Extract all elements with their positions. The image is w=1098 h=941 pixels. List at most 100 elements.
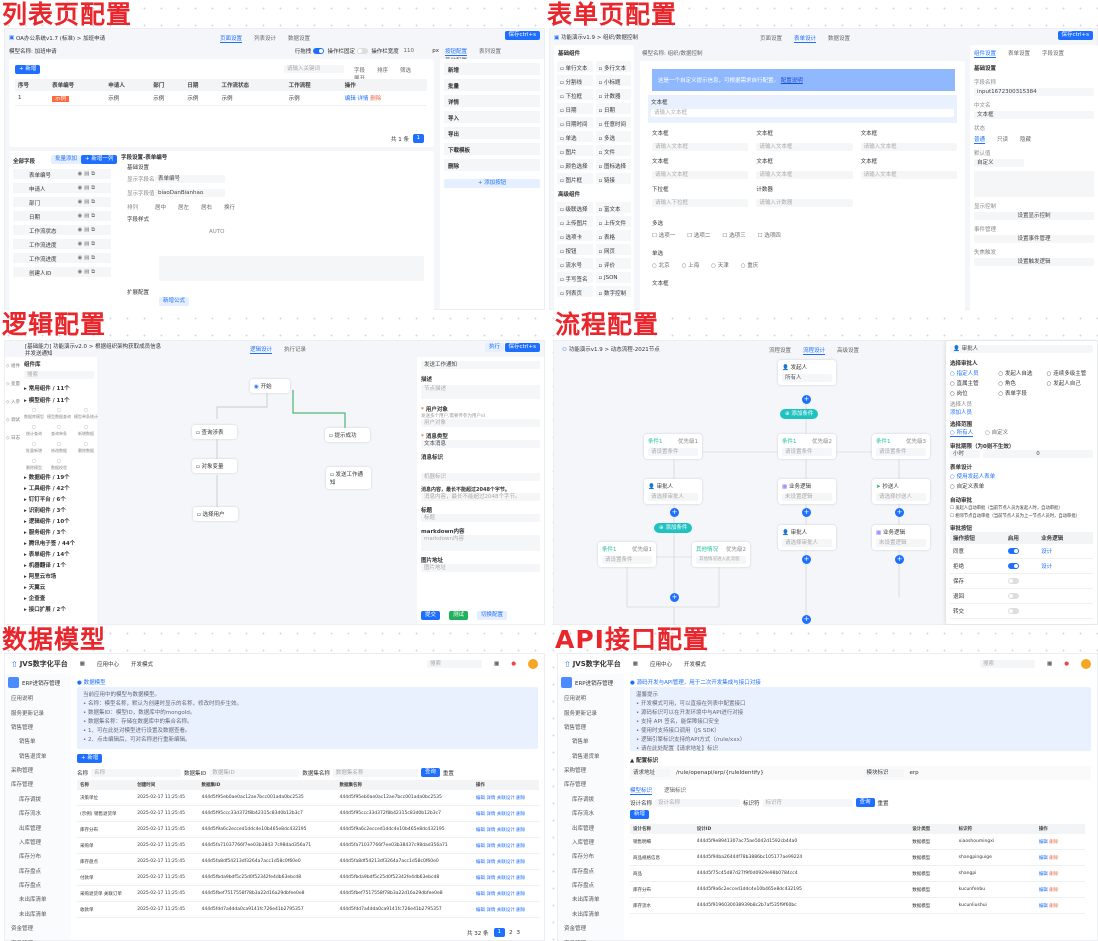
tab[interactable]: 数据设置 bbox=[828, 36, 851, 42]
component-item[interactable]: ▫ 图片框 bbox=[557, 173, 593, 184]
approver-type-option[interactable]: ○ 发起人自选 bbox=[998, 371, 1033, 377]
request-url[interactable]: /rule/openapi/erp/{ruleIdentify} bbox=[676, 770, 764, 776]
image-url-input[interactable]: 图片地址 bbox=[421, 564, 540, 572]
approver-type-option[interactable]: ○ 直属主管 bbox=[950, 381, 979, 387]
add-node-button[interactable]: + bbox=[802, 555, 811, 564]
edit-link[interactable]: 编辑 bbox=[1038, 839, 1048, 845]
sidebar-item[interactable]: 销售退货单 bbox=[19, 753, 47, 760]
breadcrumb[interactable]: [基础能力] 功能演示v2.0 > 根据组织架构获取成员信息并发送通知 bbox=[25, 344, 162, 357]
query-button[interactable]: 查询 bbox=[855, 798, 875, 807]
component-item[interactable]: ▫ 任意时间 bbox=[595, 117, 631, 128]
row-action[interactable]: 删除 bbox=[516, 843, 526, 849]
page-button[interactable]: 3 bbox=[516, 929, 521, 936]
avatar[interactable] bbox=[1081, 659, 1091, 669]
field-item[interactable]: 工作流进度 ◉ ▤ ⧉ bbox=[13, 239, 111, 249]
field-item[interactable]: 工作流进度 ◉ ▤ ⧉ bbox=[13, 253, 111, 263]
sidebar-item[interactable]: 库存管理 bbox=[564, 782, 587, 789]
search-input[interactable]: 请输入关键词 bbox=[284, 65, 344, 73]
group-item[interactable]: ▸ 表单组件 / 14个 bbox=[24, 551, 70, 558]
tab[interactable]: 执行记录 bbox=[284, 347, 307, 353]
field-action-icons[interactable]: ◉ ▤ ⧉ bbox=[77, 213, 95, 219]
add-user-button[interactable]: 添加人员 bbox=[950, 410, 973, 416]
sidebar-item[interactable]: 采购管理 bbox=[11, 768, 34, 775]
unit-select[interactable]: 小时 bbox=[950, 450, 980, 458]
range-option[interactable]: ○ 所有人 bbox=[950, 430, 974, 437]
query-button[interactable]: 查询 bbox=[420, 768, 440, 777]
limit-input[interactable]: 0 bbox=[983, 450, 1093, 458]
display-name-select[interactable]: 表单编号 bbox=[155, 175, 225, 183]
approver-type-option[interactable]: ○ 指定人员 bbox=[950, 371, 979, 377]
delete-link[interactable]: 删除 bbox=[1049, 839, 1059, 845]
selected-field[interactable]: 文本框 请输入文本框 bbox=[648, 95, 957, 123]
form-option[interactable]: ○ 自定义表单 bbox=[950, 484, 985, 490]
row-action[interactable]: 删除 bbox=[516, 907, 526, 913]
textbox-input[interactable]: 请输入文本框 bbox=[652, 143, 749, 151]
breadcrumb[interactable]: 功能演示v1.9 > 动态流程-2021节点 bbox=[568, 347, 660, 353]
group-item[interactable]: ▸ 天翼云 bbox=[24, 584, 46, 591]
design-link[interactable] bbox=[1038, 573, 1093, 589]
checkbox-option[interactable]: ☐ 选项一 bbox=[652, 233, 676, 239]
node-send-notice[interactable]: ▫ 发送工作通知 bbox=[326, 467, 371, 489]
state-option[interactable]: 普通 bbox=[974, 137, 986, 144]
app-name[interactable]: ERP进销存管理 bbox=[22, 680, 61, 687]
sidebar-item[interactable]: 应用说明 bbox=[11, 696, 34, 703]
component-item[interactable]: ▢ 批量新增 bbox=[26, 441, 42, 453]
row-action[interactable]: 删除 bbox=[516, 811, 526, 817]
save-button[interactable]: 保存ctrl+s bbox=[504, 343, 540, 352]
row-action[interactable]: 详情 bbox=[486, 891, 496, 897]
desc-textarea[interactable]: 节点描述 bbox=[421, 385, 540, 399]
add-node-button[interactable]: + bbox=[895, 508, 904, 517]
enable-toggle[interactable] bbox=[1007, 577, 1019, 584]
textbox-input[interactable]: 请输入文本框 bbox=[756, 171, 853, 179]
align-option[interactable]: 居右 bbox=[201, 205, 213, 211]
component-item[interactable]: ▫ 评价 bbox=[595, 258, 631, 269]
component-item[interactable]: ▢ 模型单条统计 bbox=[74, 407, 98, 419]
sidebar-item[interactable]: 未出库清单 bbox=[19, 897, 47, 904]
component-item[interactable]: ▫ 富文本 bbox=[595, 202, 631, 213]
group-item[interactable]: ▸ 工具组件 / 42个 bbox=[24, 485, 70, 492]
enable-toggle[interactable] bbox=[1007, 592, 1019, 599]
nav-item[interactable]: ◇ 组件 bbox=[6, 364, 20, 369]
field-action-icons[interactable]: ◉ ▤ ⧉ bbox=[77, 255, 95, 261]
edit-link[interactable]: 编辑 bbox=[344, 96, 356, 102]
switch-config-button[interactable]: 切换配置 bbox=[477, 611, 508, 620]
row-action[interactable]: 详情 bbox=[486, 843, 496, 849]
tab[interactable]: 页面设置 bbox=[760, 36, 783, 42]
radio-option[interactable]: ○ 上海 bbox=[681, 263, 700, 269]
sidebar-item[interactable]: 库存盘点 bbox=[19, 868, 42, 875]
add-column-button[interactable]: + 新增一列 bbox=[81, 155, 118, 164]
component-item[interactable]: ▫ 网页 bbox=[595, 244, 631, 255]
row-action[interactable]: 详情 bbox=[486, 811, 496, 817]
event-button[interactable]: 设置事件管理 bbox=[974, 235, 1094, 243]
sidebar-item[interactable]: 销售单 bbox=[19, 739, 36, 746]
radio-option[interactable]: ○ 天津 bbox=[711, 263, 729, 269]
node-success[interactable]: ▫ 提示成功 bbox=[325, 428, 370, 442]
group-item[interactable]: ▸ 接口扩展 / 2个 bbox=[24, 606, 66, 613]
msg-type-select[interactable]: 文本消息 bbox=[421, 440, 540, 448]
tab[interactable]: 模型标识 bbox=[630, 788, 653, 795]
sidebar-item[interactable]: 销售管理 bbox=[564, 724, 587, 731]
button-config-item[interactable]: 批量 bbox=[444, 79, 540, 91]
add-node-button[interactable]: + bbox=[670, 593, 679, 602]
row-action[interactable]: 编辑 bbox=[475, 907, 485, 913]
row-drag-toggle[interactable] bbox=[312, 48, 324, 54]
add-node-button[interactable]: + bbox=[802, 615, 811, 624]
test-button[interactable]: 测试 bbox=[449, 611, 469, 620]
page-button[interactable]: 2 bbox=[509, 929, 513, 936]
field-action-icons[interactable]: ◉ ▤ ⧉ bbox=[77, 171, 95, 177]
row-action[interactable]: 详情 bbox=[486, 795, 496, 801]
dataset-name-input[interactable]: 数据集名称 bbox=[332, 768, 418, 777]
nav-item[interactable]: ◇ 调试 bbox=[6, 418, 20, 423]
tab[interactable]: 流程设计 bbox=[803, 348, 826, 355]
textbox-input[interactable]: 请输入文本框 bbox=[860, 171, 957, 179]
node-select-user[interactable]: ▫ 选择用户 bbox=[193, 507, 238, 521]
field-action-icons[interactable]: ◉ ▤ ⧉ bbox=[77, 227, 95, 233]
component-item[interactable]: ▢ 删除数据 bbox=[78, 441, 94, 453]
row-action[interactable]: 关联设计 bbox=[496, 891, 515, 897]
group-item[interactable]: ▸ 钉钉平台 / 6个 bbox=[24, 496, 66, 503]
sidebar-item[interactable]: 库存盘点 bbox=[572, 868, 595, 875]
add-node-button[interactable]: + bbox=[802, 395, 811, 404]
add-button[interactable]: + 新增 bbox=[77, 754, 103, 763]
edit-link[interactable]: 编辑 bbox=[1038, 871, 1048, 877]
delete-link[interactable]: 删除 bbox=[1049, 871, 1059, 877]
